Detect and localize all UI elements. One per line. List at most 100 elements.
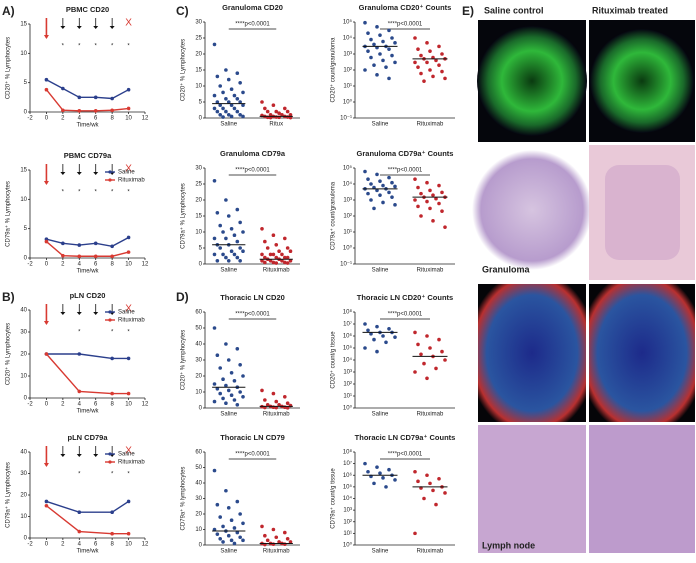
y-tick-label: 10⁰ — [343, 99, 353, 106]
point — [288, 113, 293, 117]
point — [363, 20, 367, 25]
point — [232, 233, 237, 237]
significance-label: ****p<0.0001 — [235, 22, 270, 28]
y-tick-label: 10⁵ — [343, 19, 353, 26]
image — [478, 284, 586, 422]
y-tick-label: 10 — [195, 527, 202, 533]
y-tick-label: 10⁴ — [343, 495, 353, 502]
y-tick-label: 10⁶ — [343, 472, 353, 479]
dose-arrow-head — [60, 172, 66, 175]
column-label: Rituximab treated — [592, 5, 668, 15]
series-line — [45, 89, 129, 112]
point — [232, 398, 237, 402]
significance-label: ****p<0.0001 — [388, 168, 423, 174]
y-tick-label: 10⁰ — [343, 405, 353, 412]
point — [93, 109, 98, 113]
point — [280, 252, 284, 257]
x-tick-label: 6 — [94, 402, 98, 408]
point — [428, 188, 432, 193]
dose-arrow-head — [43, 181, 49, 185]
x-tick-label: 12 — [142, 262, 149, 268]
point — [428, 49, 432, 53]
point — [44, 87, 49, 92]
point — [110, 244, 114, 249]
dose-arrow-head — [60, 454, 66, 457]
point — [229, 393, 234, 398]
point — [437, 337, 441, 342]
point — [422, 79, 426, 83]
point — [375, 172, 379, 177]
point — [378, 471, 382, 476]
point — [238, 363, 242, 367]
point — [235, 403, 240, 407]
point — [434, 58, 438, 63]
x-tick-label: 2 — [61, 542, 65, 548]
point — [221, 106, 225, 111]
x-tick-label: Saline — [220, 549, 237, 555]
x-tick-label: 8 — [110, 542, 114, 548]
legend-swatch — [108, 460, 112, 464]
point — [375, 25, 379, 29]
x-tick-label: -2 — [27, 262, 33, 268]
point — [419, 214, 423, 218]
x-tick-label: 4 — [78, 402, 82, 408]
image — [472, 150, 592, 270]
point — [375, 324, 379, 329]
y-tick-label: 10³ — [343, 198, 352, 204]
y-tick-label: 10⁸ — [343, 449, 353, 456]
point — [77, 109, 82, 113]
point — [212, 326, 217, 330]
y-tick-label: 60 — [195, 450, 202, 456]
y-tick-label: 10⁷ — [343, 460, 352, 467]
point — [390, 180, 394, 185]
point — [425, 41, 429, 45]
point — [77, 529, 82, 534]
x-tick-label: -2 — [27, 116, 33, 122]
point — [274, 109, 279, 114]
legend-label: Saline — [118, 452, 135, 458]
point — [434, 502, 438, 507]
dose-arrow-head — [60, 26, 66, 29]
point — [241, 114, 245, 119]
point — [218, 537, 222, 541]
point — [77, 510, 82, 514]
point — [393, 41, 397, 45]
point — [221, 230, 225, 234]
x-tick-label: Rituximab — [263, 412, 290, 418]
point — [372, 42, 376, 47]
x-tick-label: 4 — [78, 542, 82, 548]
point — [241, 90, 245, 95]
y-tick-label: 30 — [195, 358, 202, 364]
image — [589, 425, 695, 553]
point — [238, 81, 242, 85]
chart-title: Thoracic LN CD20⁺ Counts — [357, 293, 453, 302]
point — [232, 526, 237, 530]
y-tick-label: 30 — [195, 20, 202, 26]
dose-arrow-head — [43, 321, 49, 325]
x-tick-label: Saline — [220, 268, 237, 274]
point — [428, 481, 432, 486]
point — [434, 196, 438, 201]
point — [215, 387, 220, 391]
point — [235, 255, 240, 260]
point — [215, 532, 220, 536]
significance-mark: * — [78, 44, 81, 50]
point — [416, 342, 420, 347]
point — [215, 259, 220, 263]
point — [387, 47, 391, 51]
point — [369, 182, 373, 186]
point — [274, 243, 279, 247]
treatment-end: X — [125, 304, 132, 315]
point — [77, 389, 82, 394]
point — [283, 260, 287, 265]
legend-swatch — [108, 310, 112, 314]
point — [224, 383, 228, 388]
point — [263, 239, 267, 244]
point — [419, 53, 423, 58]
y-tick-label: 10⁶ — [343, 333, 353, 340]
point — [44, 77, 49, 82]
series-line — [46, 500, 129, 513]
x-tick-label: 4 — [78, 116, 82, 122]
y-tick-label: 10² — [343, 68, 352, 74]
